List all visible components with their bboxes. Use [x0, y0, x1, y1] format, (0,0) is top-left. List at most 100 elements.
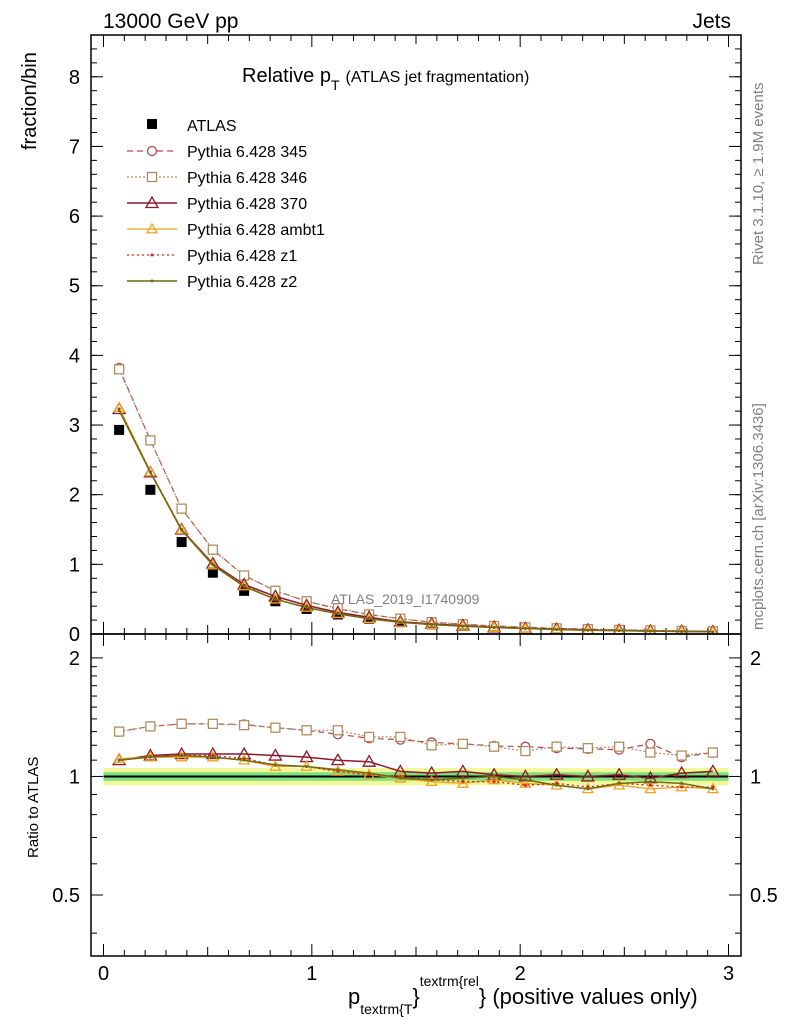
series-line-z2	[118, 410, 713, 633]
data-point-p370	[299, 598, 314, 611]
data-point-p346	[207, 544, 219, 555]
ratio-point-p346	[551, 741, 562, 752]
data-point-z2	[648, 629, 652, 633]
ratio-point-p370	[174, 746, 189, 760]
data-point-ATLAS	[239, 585, 250, 596]
ratio-y-axis-label: Ratio to ATLAS	[25, 757, 42, 858]
legend-label: Pythia 6.428 370	[187, 196, 307, 213]
ratio-point-z2	[711, 787, 715, 791]
ratio-y-tick-label-right: 1	[750, 766, 761, 788]
legend-label: Pythia 6.428 z2	[187, 274, 297, 291]
ratio-point-p346	[238, 719, 250, 731]
data-point-z2	[117, 408, 121, 412]
y-tick-label: 3	[69, 415, 80, 437]
ratio-panel: 0.5 0.5 1 1 2 2	[52, 633, 778, 957]
data-point-z2	[617, 629, 621, 633]
xlabel-brace: }	[412, 984, 419, 1009]
ratio-point-z2	[336, 768, 340, 772]
x-axis-label: ptextrm{T}textrm{rel} (positive values o…	[348, 973, 698, 1017]
legend-marker-z1	[150, 253, 154, 257]
mcplots-label: mcplots.cern.ch [arXiv:1306.3436]	[750, 403, 767, 630]
ratio-frame	[90, 633, 742, 957]
legend-label: Pythia 6.428 ambt1	[187, 222, 325, 239]
main-plot-area	[112, 362, 719, 634]
ratio-point-z2	[180, 754, 184, 758]
legend-label: Pythia 6.428 345	[187, 144, 307, 161]
ratio-point-p346	[707, 747, 719, 758]
data-point-ambt1	[206, 558, 219, 570]
ratio-plot-area	[112, 718, 720, 794]
ratio-point-z2	[461, 776, 465, 780]
data-point-ATLAS	[176, 537, 187, 548]
ratio-y-tick-label-right: 0.5	[750, 885, 778, 907]
legend-marker-ambt1	[145, 222, 159, 234]
x-tick-labels: 0 1 2 3	[98, 963, 734, 985]
rivet-label: Rivet 3.1.10, ≥ 1.9M events	[750, 83, 767, 266]
data-point-p370	[581, 622, 595, 634]
legend-item-z1: Pythia 6.428 z1	[127, 248, 297, 265]
ratio-point-p346	[176, 718, 187, 730]
ratio-point-z2	[398, 776, 402, 780]
xlabel-rest: } (positive values only)	[479, 984, 698, 1009]
ratio-point-p346	[145, 721, 156, 732]
ratio-point-z1	[648, 783, 652, 787]
title-rest: (ATLAS jet fragmentation)	[346, 69, 530, 86]
ratio-line-z2	[119, 754, 714, 790]
data-point-ambt1	[175, 523, 188, 534]
ratio-point-z2	[492, 774, 496, 778]
data-point-z2	[492, 625, 496, 629]
legend-label: ATLAS	[187, 118, 237, 135]
data-point-z2	[711, 630, 715, 634]
ratio-point-ambt1	[519, 777, 532, 788]
legend-marker-ATLAS	[147, 119, 157, 129]
x-tick-label: 0	[98, 963, 109, 985]
ratio-point-p346	[332, 725, 344, 736]
legend-marker-p346	[146, 171, 158, 183]
ratio-point-ambt1	[113, 752, 126, 764]
data-point-p346	[176, 503, 187, 514]
data-point-z2	[336, 612, 340, 616]
legend-item-z2: Pythia 6.428 z2	[127, 274, 297, 291]
ratio-point-ambt1	[644, 782, 657, 794]
legend-label: Pythia 6.428 346	[187, 170, 307, 187]
data-point-z2	[367, 617, 371, 621]
ratio-point-ambt1	[331, 765, 344, 776]
ratio-point-z1	[461, 780, 465, 784]
legend-label: Pythia 6.428 z1	[187, 248, 297, 265]
legend-item-ambt1: Pythia 6.428 ambt1	[127, 222, 325, 239]
ratio-point-p346	[645, 747, 656, 758]
ratio-point-p346	[676, 750, 687, 761]
data-point-p346	[113, 364, 125, 375]
ratio-point-p346	[113, 726, 125, 737]
legend-item-p345: Pythia 6.428 345	[127, 144, 307, 161]
ratio-point-p346	[582, 742, 594, 754]
y-tick-label: 4	[69, 345, 80, 367]
data-point-z2	[586, 628, 590, 632]
ratio-point-p346	[426, 740, 437, 751]
ratio-point-ambt1	[488, 773, 501, 785]
ratio-point-z2	[148, 755, 152, 759]
ratio-point-z1	[680, 785, 684, 789]
y-tick-label: 2	[69, 485, 80, 507]
data-point-ATLAS	[114, 424, 125, 435]
ratio-point-z2	[648, 780, 652, 784]
ratio-point-z2	[430, 778, 434, 782]
main-panel: 0 1 2 3 4 5 6 7 8	[69, 34, 742, 956]
ratio-point-z2	[242, 758, 246, 762]
ratio-point-p370	[362, 754, 377, 767]
xlabel-sup: textrm{rel	[420, 973, 479, 989]
ratio-point-ambt1	[675, 780, 688, 792]
y-tick-label: 1	[69, 554, 80, 576]
ratio-point-p346	[613, 741, 625, 752]
data-point-z2	[211, 563, 215, 567]
ratio-y-tick-label: 0.5	[52, 885, 80, 907]
title-main: Relative p	[242, 65, 331, 87]
ratio-point-ambt1	[175, 750, 188, 762]
ratio-point-ambt1	[425, 775, 438, 787]
chart-title: Relative pT (ATLAS jet fragmentation)	[242, 65, 529, 93]
x-tick-label: 3	[723, 963, 734, 985]
xlabel-main: p	[348, 984, 360, 1009]
y-tick-label: 6	[69, 206, 80, 228]
ratio-point-p370	[330, 752, 345, 766]
